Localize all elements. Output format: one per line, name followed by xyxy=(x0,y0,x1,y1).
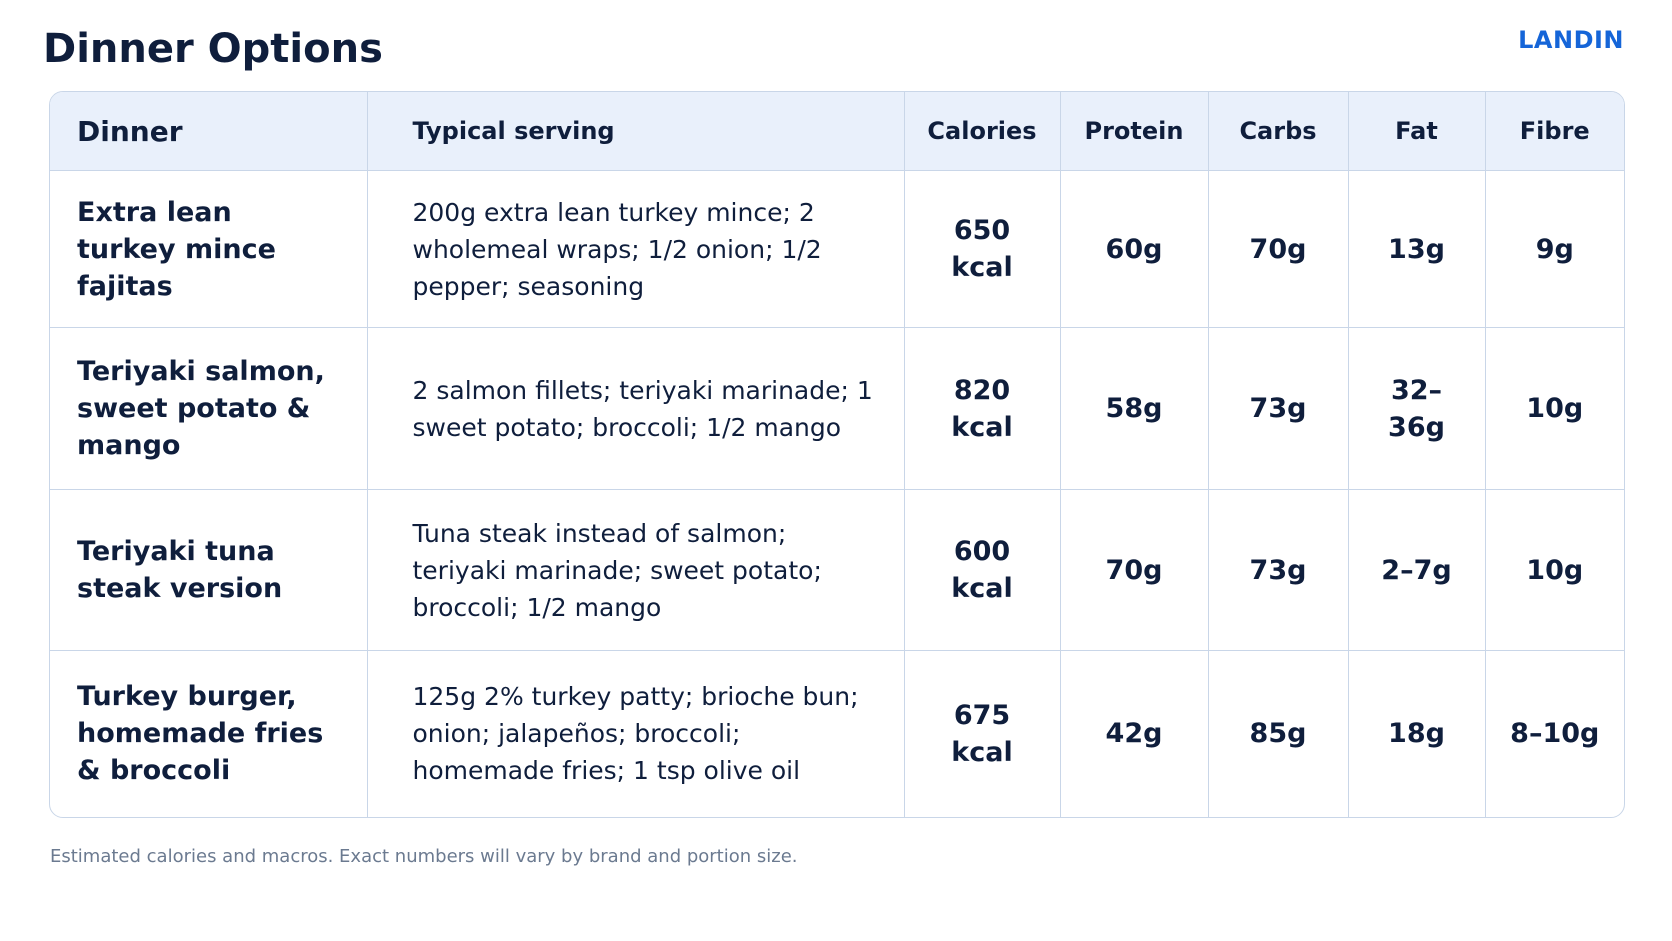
column-header: Calories xyxy=(903,92,1061,171)
table-cell: 125g 2% turkey patty; brioche bun; onion… xyxy=(366,650,905,817)
table-body: Extra lean turkey mince fajitas 200g extr… xyxy=(50,170,1624,817)
table-row: Teriyaki salmon, sweet potato & mango 2 s… xyxy=(50,327,1624,490)
table-cell: Tuna steak instead of salmon; teriyaki m… xyxy=(366,489,905,651)
table-cell: 9g xyxy=(1484,170,1624,328)
table-card: Dinner Typical serving Calories Protein Carb… xyxy=(49,91,1625,818)
column-header: Carbs xyxy=(1207,92,1349,171)
dinner-table: Dinner Typical serving Calories Protein Carb… xyxy=(50,92,1624,817)
table-cell: 2–7g xyxy=(1347,489,1486,651)
column-header: Typical serving xyxy=(366,92,905,171)
footnote: Estimated calories and macros. Exact num… xyxy=(50,846,798,867)
table-cell: 18g xyxy=(1347,650,1486,817)
table-cell: 675 kcal xyxy=(903,650,1061,817)
column-header: Dinner xyxy=(50,92,368,171)
table-cell: 58g xyxy=(1059,327,1209,490)
header-row: Dinner Typical serving Calories Protein Carb… xyxy=(50,92,1624,171)
table-cell: 73g xyxy=(1207,489,1349,651)
table-row: Teriyaki tuna steak version Tuna steak in… xyxy=(50,489,1624,651)
column-header: Fibre xyxy=(1484,92,1624,171)
table-cell: 650 kcal xyxy=(903,170,1061,328)
table-cell: 73g xyxy=(1207,327,1349,490)
page-title: Dinner Options xyxy=(43,26,383,72)
table-cell: 8–10g xyxy=(1484,650,1624,817)
table-cell: Teriyaki tuna steak version xyxy=(50,489,368,651)
table-cell: 42g xyxy=(1059,650,1209,817)
table-cell: 10g xyxy=(1484,489,1624,651)
table-cell: 200g extra lean turkey mince; 2 wholemea… xyxy=(366,170,905,328)
table-cell: 70g xyxy=(1059,489,1209,651)
table-cell: 10g xyxy=(1484,327,1624,490)
table-row: Extra lean turkey mince fajitas 200g extr… xyxy=(50,170,1624,328)
table-cell: Turkey burger, homemade fries & broccoli xyxy=(50,650,368,817)
table-cell: 85g xyxy=(1207,650,1349,817)
table-cell: Teriyaki salmon, sweet potato & mango xyxy=(50,327,368,490)
table-cell: 820 kcal xyxy=(903,327,1061,490)
table-cell: 2 salmon fillets; teriyaki marinade; 1 s… xyxy=(366,327,905,490)
table-cell: Extra lean turkey mince fajitas xyxy=(50,170,368,328)
table-cell: 70g xyxy=(1207,170,1349,328)
column-header: Fat xyxy=(1347,92,1486,171)
table-row: Turkey burger, homemade fries & broccoli… xyxy=(50,650,1624,817)
brand: LANDIN xyxy=(1518,26,1624,54)
table-cell: 600 kcal xyxy=(903,489,1061,651)
column-header: Protein xyxy=(1059,92,1209,171)
table-cell: 32–36g xyxy=(1347,327,1486,490)
table-cell: 13g xyxy=(1347,170,1486,328)
table-cell: 60g xyxy=(1059,170,1209,328)
